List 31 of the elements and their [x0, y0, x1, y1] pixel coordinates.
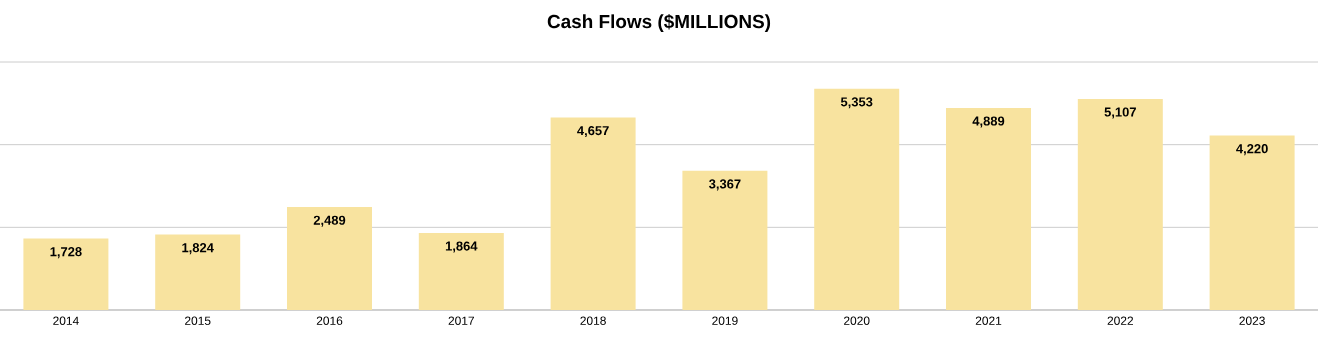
data-label: 4,657: [577, 126, 609, 138]
data-label: 4,220: [1236, 144, 1268, 156]
bar: [1209, 135, 1295, 310]
x-tick-label: 2020: [844, 316, 870, 325]
data-label: 5,107: [1104, 107, 1136, 119]
data-label: 3,367: [709, 179, 741, 191]
x-tick-label: 2017: [448, 316, 474, 325]
bar: [814, 88, 900, 310]
data-label: 4,889: [972, 116, 1005, 128]
bar: [682, 170, 768, 310]
data-label: 2,489: [313, 215, 346, 227]
x-tick-label: 2022: [1107, 316, 1133, 325]
bar: [1077, 98, 1163, 310]
data-label: 1,864: [445, 241, 478, 253]
bar: [946, 107, 1032, 310]
bar: [155, 234, 241, 310]
chart-title: Cash Flows ($MILLIONS): [547, 14, 771, 32]
bar: [418, 232, 504, 310]
x-tick-label: 2019: [712, 316, 738, 325]
data-label: 5,353: [840, 97, 873, 109]
x-tick-label: 2016: [316, 316, 343, 325]
x-tick-label: 2018: [580, 316, 606, 325]
x-tick-label: 2015: [185, 316, 211, 325]
x-tick-label: 2021: [975, 316, 1002, 325]
x-tick-label: 2023: [1239, 316, 1265, 325]
bar: [287, 207, 372, 310]
x-tick-label: 2014: [53, 316, 79, 325]
data-label: 1,728: [50, 247, 82, 259]
bar: [550, 117, 636, 310]
bar: [23, 238, 109, 310]
data-label: 1,824: [182, 243, 214, 255]
